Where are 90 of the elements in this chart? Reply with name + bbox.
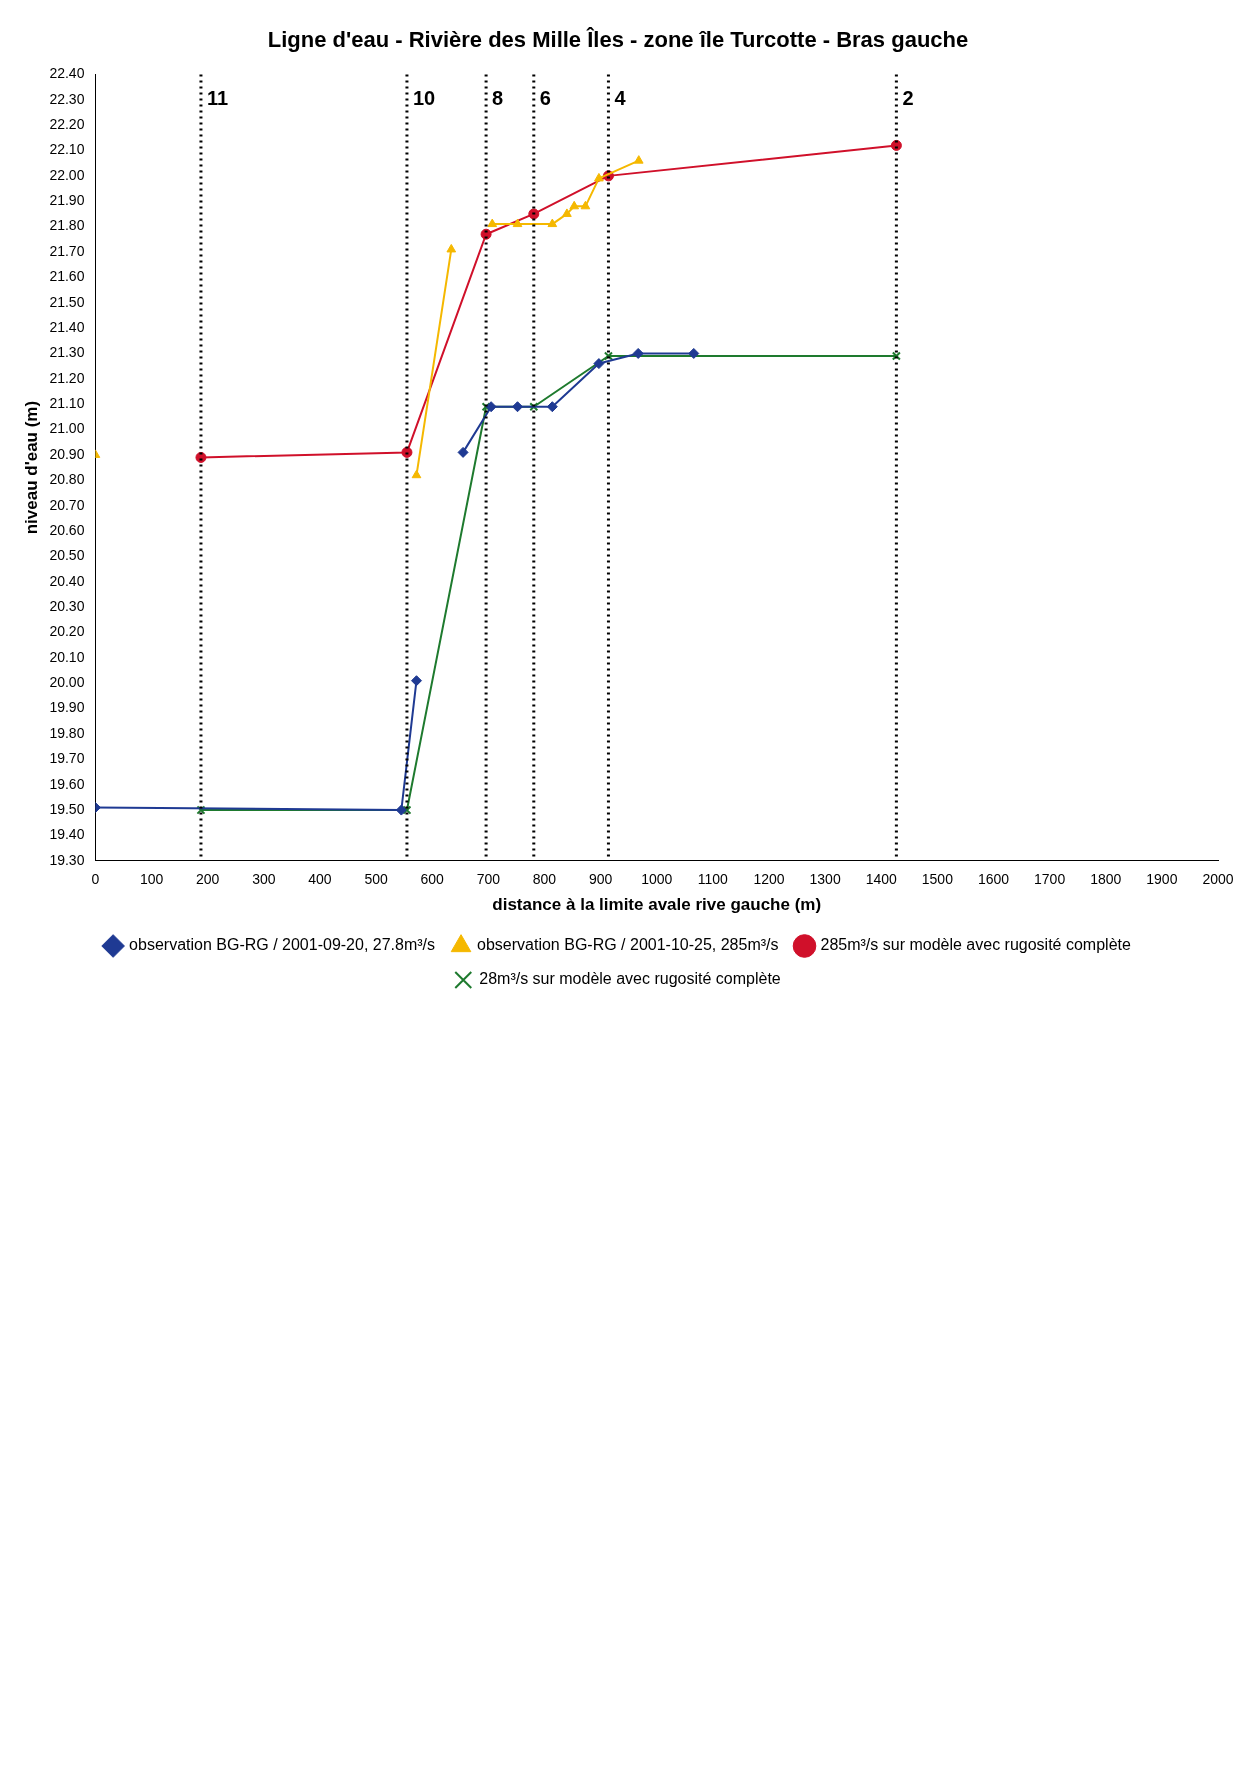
y-tick-label: 21.10 (49, 395, 85, 412)
y-tick-label: 21.30 (49, 344, 85, 361)
y-tick-label: 22.30 (49, 90, 85, 107)
point (688, 347, 700, 359)
y-tick-label: 21.70 (49, 242, 85, 259)
y-tick-label: 20.10 (49, 648, 85, 665)
x-tick-label: 400 (308, 871, 332, 888)
point (562, 208, 572, 217)
point (411, 469, 422, 479)
y-tick-label: 19.40 (49, 826, 85, 843)
x-axis-title: distance à la limite avale rive gauche (m) (492, 895, 822, 915)
x-tick-label: 1300 (809, 871, 841, 888)
x-tick-label: 200 (196, 871, 220, 888)
point (485, 401, 497, 413)
x-tick-label: 1100 (697, 871, 729, 888)
y-tick-label: 20.60 (49, 521, 85, 538)
point (580, 200, 591, 210)
y-tick-label: 19.50 (49, 800, 85, 817)
legend-label: 28m³/s sur modèle avec rugosité complète (479, 970, 781, 988)
y-tick-label: 21.80 (49, 217, 85, 234)
annotation: 11 (206, 87, 229, 110)
annotation: 8 (492, 87, 504, 110)
y-tick-label: 19.60 (49, 775, 85, 792)
x-tick-label: 700 (476, 871, 501, 888)
y-tick-label: 20.20 (49, 623, 85, 640)
y-tick-label: 20.30 (49, 597, 85, 614)
chart-title: Ligne d'eau - Rivière des Mille Îles - zone île Turcotte - Bras gauche (267, 27, 969, 53)
y-tick-label: 22.40 (49, 65, 85, 82)
y-tick-label: 20.00 (49, 674, 85, 691)
x-tick-label: 1000 (641, 871, 673, 888)
point (891, 351, 901, 361)
point (529, 402, 539, 412)
point (633, 155, 644, 164)
point (632, 347, 644, 359)
y-tick-label: 19.80 (49, 724, 85, 741)
y-tick-label: 20.80 (49, 471, 85, 488)
point (446, 243, 457, 253)
y-tick-label: 20.90 (49, 445, 85, 462)
x-tick-label: 2000 (1202, 871, 1234, 888)
y-tick-label: 20.50 (49, 547, 85, 564)
y-tick-label: 22.10 (49, 141, 85, 158)
point (546, 401, 558, 413)
x-tick-label: 1200 (753, 871, 785, 888)
y-axis-title: niveau d'eau (m) (21, 400, 41, 535)
x-tick-label: 1500 (921, 871, 954, 888)
x-tick-label: 600 (420, 871, 445, 888)
y-tick-label: 20.70 (49, 496, 85, 513)
annotation: 4 (614, 87, 627, 110)
annotation: 2 (902, 87, 914, 110)
x-tick-label: 1900 (1146, 871, 1178, 888)
point (457, 446, 469, 458)
point (603, 351, 613, 361)
y-tick-label: 19.90 (49, 699, 85, 716)
y-tick-label: 21.00 (49, 420, 85, 437)
y-tick-label: 21.50 (49, 293, 85, 310)
y-tick-label: 21.60 (49, 268, 85, 285)
x-tick-label: 0 (91, 871, 100, 888)
annotation: 10 (412, 87, 436, 110)
point (593, 358, 605, 370)
annotation: 6 (539, 87, 551, 110)
point (512, 401, 524, 413)
point (547, 218, 558, 228)
y-tick-label: 22.20 (49, 115, 85, 132)
y-tick-label: 21.20 (49, 369, 85, 386)
y-tick-label: 22.00 (49, 166, 85, 183)
x-tick-label: 1700 (1034, 871, 1066, 888)
x-tick-label: 800 (532, 871, 557, 888)
point (402, 805, 412, 815)
y-tick-label: 19.30 (49, 851, 85, 868)
point (196, 805, 206, 815)
point (512, 218, 523, 228)
legend-label: 285m³/s sur modèle avec rugosité complète (820, 936, 1131, 954)
y-tick-label: 21.40 (49, 318, 85, 335)
x-tick-label: 1400 (865, 871, 898, 888)
y-tick-label: 19.70 (49, 750, 85, 767)
x-tick-label: 1800 (1090, 871, 1122, 888)
y-tick-label: 21.90 (49, 192, 85, 209)
point (569, 200, 580, 210)
x-tick-label: 900 (588, 871, 613, 888)
y-tick-label: 20.40 (49, 572, 85, 589)
legend-label: observation BG-RG / 2001-09-20, 27.8m³/s (129, 936, 436, 954)
x-tick-label: 100 (139, 871, 164, 888)
point (410, 675, 422, 687)
point (481, 402, 491, 412)
point (487, 218, 498, 228)
legend-label: observation BG-RG / 2001-10-25, 285m³/s (477, 936, 779, 954)
point (594, 172, 604, 182)
x-tick-label: 500 (364, 871, 388, 888)
x-tick-label: 300 (252, 871, 276, 888)
x-tick-label: 1600 (977, 871, 1010, 888)
